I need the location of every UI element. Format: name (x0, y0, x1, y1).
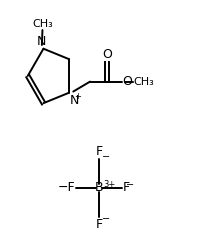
Text: +: + (74, 92, 81, 101)
Text: F: F (95, 218, 103, 231)
Text: B: B (95, 182, 103, 194)
Text: CH₃: CH₃ (32, 19, 53, 29)
Text: F: F (95, 145, 103, 158)
Text: −F: −F (58, 182, 75, 194)
Text: N: N (70, 94, 79, 107)
Text: −: − (126, 180, 134, 190)
Text: O: O (102, 48, 112, 61)
Text: CH₃: CH₃ (134, 77, 155, 87)
Text: −: − (102, 152, 110, 162)
Text: −: − (102, 214, 110, 224)
Text: O: O (122, 75, 132, 88)
Text: F: F (123, 182, 130, 194)
Text: N: N (37, 35, 47, 48)
Text: 3+: 3+ (103, 180, 115, 189)
